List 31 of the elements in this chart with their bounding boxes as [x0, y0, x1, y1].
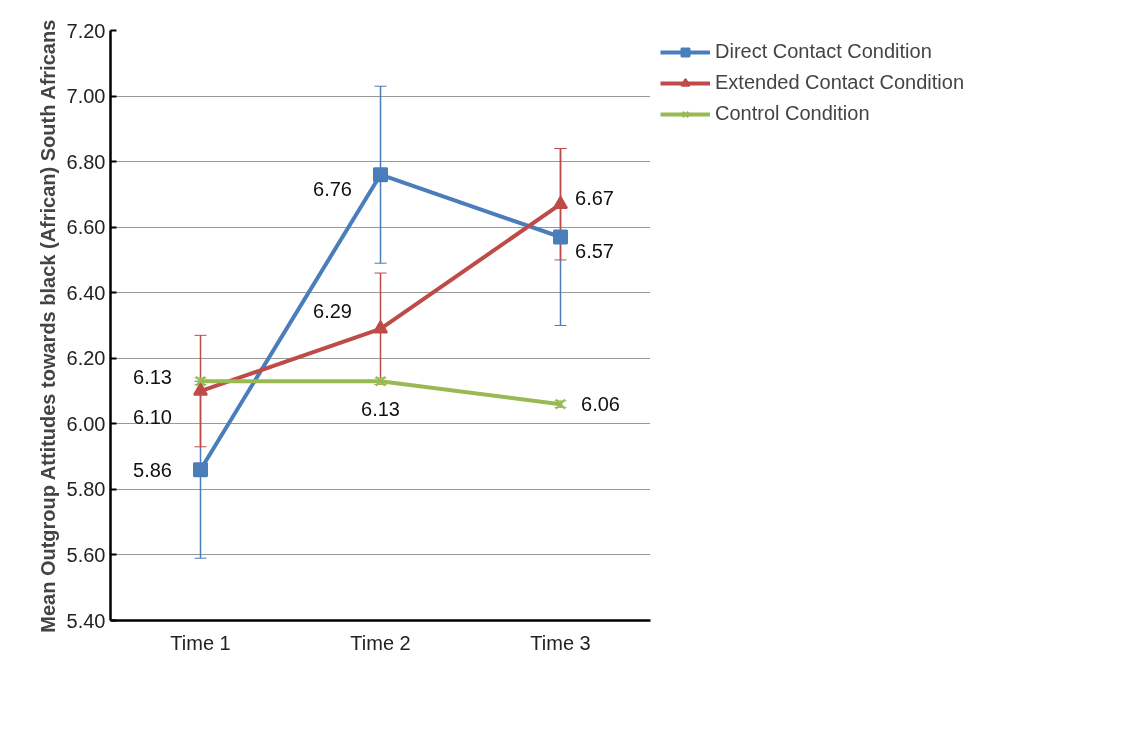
x-tick-label: Time 1 — [170, 631, 231, 654]
data-label: 6.29 — [313, 299, 352, 322]
y-tick-label: 7.20 — [66, 19, 106, 42]
data-label: 6.10 — [133, 406, 172, 429]
y-tick-label: 7.00 — [66, 85, 106, 108]
legend-label: Control Condition — [715, 102, 870, 125]
y-tick-label: 6.60 — [66, 216, 106, 239]
point — [373, 167, 388, 183]
legend-label: Direct Contact Condition — [715, 40, 932, 63]
data-label: 6.13 — [133, 366, 172, 389]
data-label: 6.67 — [575, 187, 614, 210]
point — [373, 320, 388, 334]
x-tick-label: Time 3 — [530, 631, 591, 654]
data-label: 6.13 — [361, 398, 400, 421]
y-tick-label: 5.80 — [66, 478, 106, 501]
y-axis-title: Mean Outgroup Attitudes towards black (African) South Africans — [36, 19, 59, 633]
data-label: 6.76 — [313, 177, 352, 200]
point — [553, 229, 568, 245]
x-tick-label: Time 2 — [350, 631, 411, 654]
point — [553, 195, 568, 209]
y-tick-label: 6.40 — [66, 281, 106, 304]
y-tick-label: 5.60 — [66, 543, 106, 566]
point — [193, 462, 208, 478]
data-label: 5.86 — [133, 458, 172, 481]
data-label: 6.06 — [581, 393, 620, 416]
y-tick-label: 5.40 — [66, 609, 106, 632]
y-tick-label: 6.20 — [66, 347, 106, 370]
data-label: 6.57 — [575, 240, 614, 262]
y-tick-label: 6.00 — [66, 412, 106, 435]
y-tick-label: 6.80 — [66, 150, 106, 173]
legend-label: Extended Contact Condition — [715, 71, 965, 94]
